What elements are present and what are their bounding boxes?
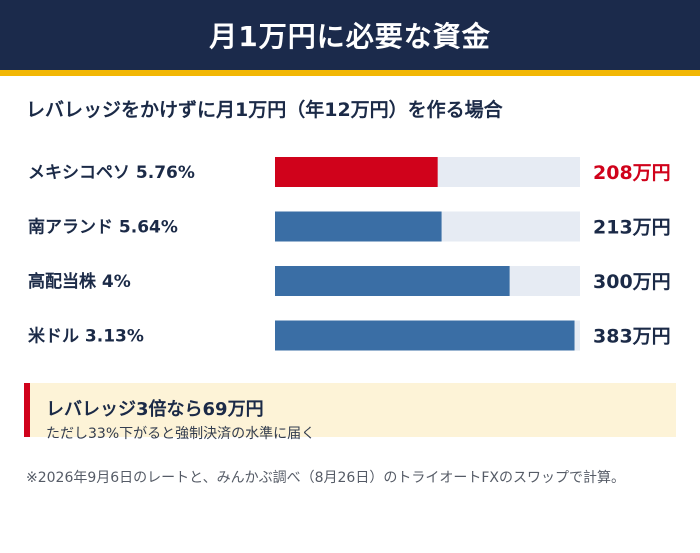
callout-subtitle: ただし33%下がると強制決済の水準に届く [46,426,316,442]
chart-title: レバレッジをかけずに月1万円（年12万円）を作る場合 [26,99,503,121]
value-label: 300万円 [593,271,671,293]
value-label: 213万円 [593,217,671,239]
header-accent-line [0,70,700,76]
bar-track [275,211,580,242]
bar [275,320,575,351]
bar [275,266,510,296]
header-title: 月1万円に必要な資金 [209,20,491,53]
bar-track [275,266,580,296]
header-banner: 月1万円に必要な資金 [0,0,700,70]
bar [275,211,442,242]
footnote: ※2026年9月6日のレートと、みんかぶ調べ（8月26日）のトライオートFXのス… [26,470,625,486]
callout-title: レバレッジ3倍なら69万円 [46,399,264,420]
category-label: メキシコペソ 5.76% [28,163,195,183]
category-label: 南アランド 5.64% [28,217,178,238]
category-label: 高配当株 4% [28,271,131,292]
value-label: 383万円 [593,326,671,348]
leverage-callout: レバレッジ3倍なら69万円 ただし33%下がると強制決済の水準に届く [24,383,676,442]
bar [275,157,438,187]
value-label: 208万円 [593,162,671,184]
bar-track [275,320,580,351]
bar-track [275,157,580,187]
category-label: 米ドル 3.13% [28,326,144,347]
